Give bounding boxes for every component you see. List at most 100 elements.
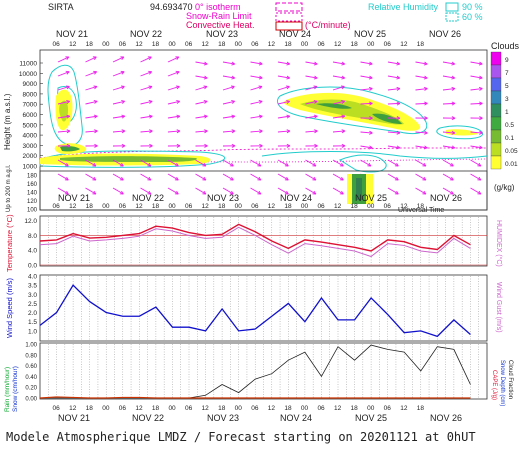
height-tick: 3000 — [23, 143, 38, 150]
hour-label: 06 — [119, 203, 127, 210]
colorbar-level-label: 9 — [505, 57, 509, 64]
hour-label: 12 — [334, 41, 342, 48]
day-label-bot-5: NOV 25 — [355, 413, 387, 423]
wind-tick: 2.0 — [28, 310, 37, 317]
temp-tick: 4.0 — [28, 248, 37, 255]
colorbar-level-label: 5 — [505, 83, 509, 90]
height-panel-frame — [40, 50, 487, 210]
rain-ylabel: Rain (mm/hour) — [4, 367, 11, 412]
wind-tick: 4.0 — [28, 274, 37, 281]
hour-label: 18 — [152, 405, 160, 412]
hour-label: 18 — [86, 203, 94, 210]
hour-label: 18 — [284, 203, 292, 210]
legend-convective-unit: (°C/minute) — [305, 20, 351, 30]
hour-label: 12 — [202, 405, 210, 412]
rain-tick: 0.80 — [25, 353, 37, 359]
height-tick: 8000 — [23, 91, 38, 98]
hour-label: 00 — [102, 203, 110, 210]
colorbar-swatch — [491, 156, 501, 169]
legend-rh60-value: 60 % — [462, 12, 483, 22]
height-tick: 6000 — [23, 112, 38, 119]
legend-rh90-value: 90 % — [462, 2, 483, 12]
hour-label: 12 — [135, 405, 143, 412]
hour-label: 06 — [317, 203, 325, 210]
hour-label: 18 — [417, 41, 425, 48]
hour-label: 18 — [86, 405, 94, 412]
colorbar-level-label: 7 — [505, 70, 509, 77]
day-label-bot-2: NOV 22 — [132, 413, 164, 423]
hour-label: 06 — [185, 203, 193, 210]
colorbar-swatch — [491, 78, 501, 91]
colorbar-level-label: 0.05 — [505, 148, 518, 155]
wind-tick: 3.5 — [28, 283, 37, 290]
rain-axis: 1.000.800.600.400.200.00 — [25, 343, 37, 403]
hour-label: 12 — [69, 203, 77, 210]
hour-label: 18 — [351, 203, 359, 210]
low-tick: 180 — [27, 174, 38, 180]
low-tick: 120 — [27, 199, 38, 205]
rain-tick: 0.40 — [25, 375, 37, 381]
colorbar-level-label: 0.5 — [505, 122, 514, 129]
snowdepth-label: Snow Depth (cm) — [499, 360, 505, 406]
hour-label: 06 — [251, 41, 259, 48]
colorbar-level-label: 3 — [505, 96, 509, 103]
hour-label: 00 — [168, 405, 176, 412]
height-tick: 7000 — [23, 102, 38, 109]
day-label-top-4: NOV 24 — [279, 29, 311, 39]
colorbar-level-label: 0.01 — [505, 161, 518, 168]
site-name: SIRTA — [48, 2, 74, 12]
universal-time-label: Universal Time — [398, 207, 444, 214]
hour-label: 18 — [284, 405, 292, 412]
hour-label: 12 — [69, 405, 77, 412]
hour-label: 06 — [384, 405, 392, 412]
hour-label: 06 — [53, 41, 61, 48]
low-tick: 100 — [27, 208, 38, 214]
hour-label: 12 — [400, 41, 408, 48]
day-label-mid-3: NOV 23 — [207, 193, 239, 203]
hour-label: 00 — [301, 203, 309, 210]
colorbar-swatch — [491, 65, 501, 78]
colorbar-level-label: 1 — [505, 109, 509, 116]
wind-tick: 1.5 — [28, 319, 37, 326]
hour-label: 00 — [367, 41, 375, 48]
hour-label: 06 — [185, 41, 193, 48]
colorbar-swatch — [491, 91, 501, 104]
hour-label: 00 — [102, 405, 110, 412]
hour-label: 00 — [102, 41, 110, 48]
legend-rh90-swatch — [446, 3, 458, 11]
temp-tick: 0.0 — [28, 263, 37, 270]
hour-label: 12 — [334, 405, 342, 412]
top-time-axis: NOV 21 NOV 22 NOV 23 NOV 24 NOV 25 NOV 2… — [53, 29, 461, 48]
hour-label: 12 — [400, 405, 408, 412]
day-label-bot-3: NOV 23 — [207, 413, 239, 423]
day-label-bot-4: NOV 24 — [280, 413, 312, 423]
cape-label: CAPE (J/g) — [491, 370, 497, 400]
temp-tick: 12.0 — [24, 218, 37, 225]
hour-label: 18 — [351, 405, 359, 412]
colorbar-swatch — [491, 52, 501, 65]
day-label-top-5: NOV 25 — [354, 29, 386, 39]
hour-label: 06 — [317, 41, 325, 48]
day-label-top-3: NOV 23 — [206, 29, 238, 39]
hour-label: 00 — [367, 203, 375, 210]
legend-rh-label: Relative Humidity — [368, 2, 439, 12]
legend-isotherm-swatch — [276, 3, 302, 11]
legend-snow-rain-swatch — [276, 13, 302, 21]
wind-axis: 4.03.53.02.52.01.51.0 — [28, 274, 37, 336]
height-panel: 1100010000900080007000600050004000300020… — [3, 50, 487, 210]
hour-label: 12 — [268, 405, 276, 412]
hour-label: 06 — [251, 203, 259, 210]
hour-label: 18 — [218, 41, 226, 48]
colorbar-swatch — [491, 143, 501, 156]
hour-label: 18 — [351, 41, 359, 48]
hour-label: 06 — [119, 405, 127, 412]
colorbar-swatch — [491, 130, 501, 143]
hour-label: 18 — [284, 41, 292, 48]
hour-label: 12 — [69, 41, 77, 48]
day-label-bot-1: NOV 21 — [58, 413, 90, 423]
hour-label: 12 — [202, 41, 210, 48]
hour-label: 06 — [53, 203, 61, 210]
colorbar-swatch — [491, 117, 501, 130]
